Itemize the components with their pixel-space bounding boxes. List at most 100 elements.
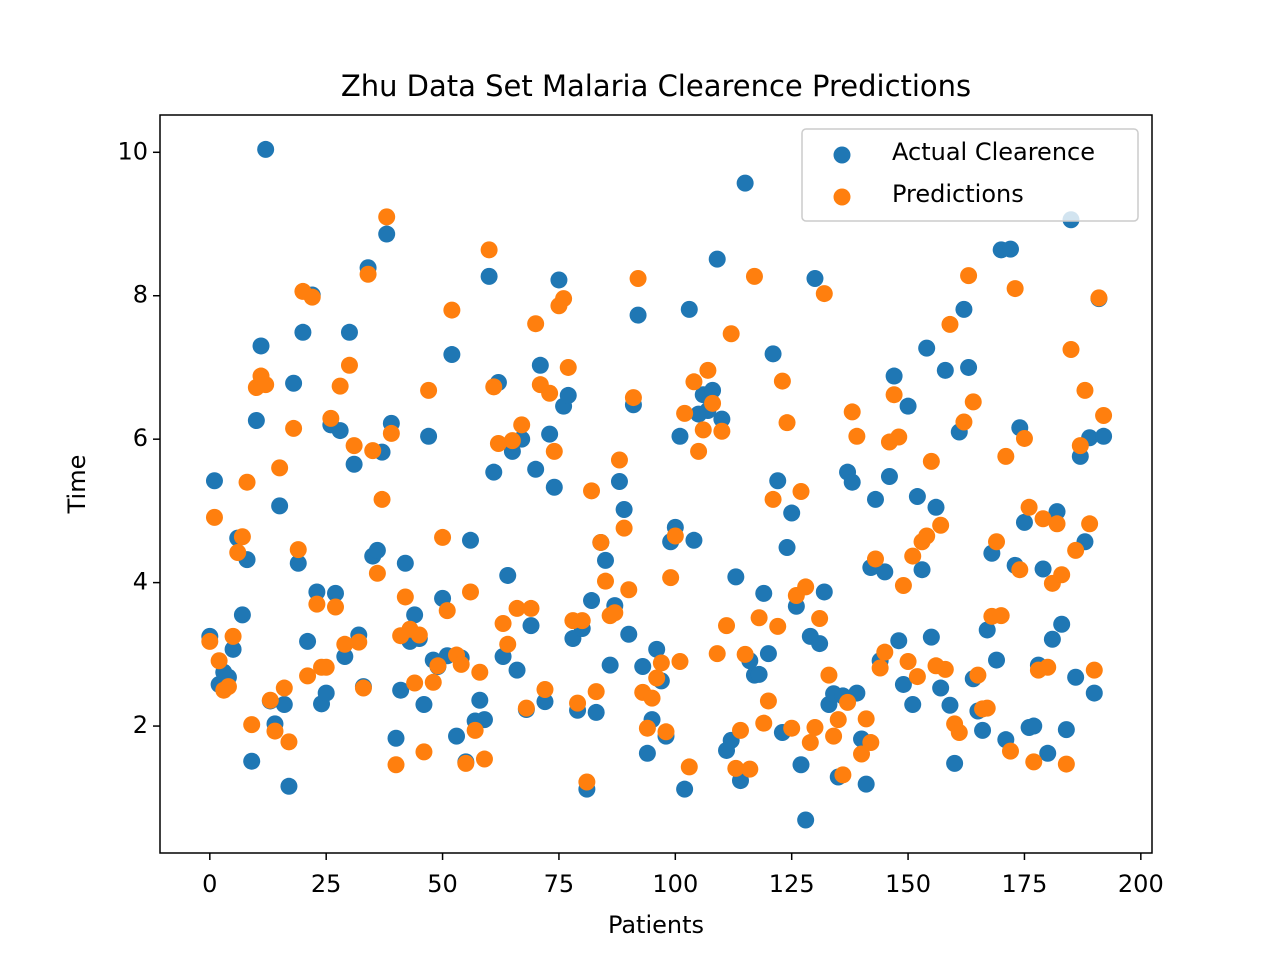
data-point xyxy=(410,626,428,644)
data-point xyxy=(550,271,568,289)
data-point xyxy=(317,658,335,676)
data-point xyxy=(620,581,638,599)
data-point xyxy=(499,635,517,653)
data-point xyxy=(1034,510,1052,528)
x-tick-label: 75 xyxy=(544,870,575,898)
data-point xyxy=(694,421,712,439)
data-point xyxy=(857,775,875,793)
data-point xyxy=(396,554,414,572)
data-point xyxy=(792,483,810,501)
data-point xyxy=(941,315,959,333)
data-point xyxy=(210,652,228,670)
data-point xyxy=(1053,615,1071,633)
data-point xyxy=(573,612,591,630)
data-point xyxy=(569,694,587,712)
data-point xyxy=(759,692,777,710)
data-point xyxy=(736,174,754,192)
data-point xyxy=(997,447,1015,465)
data-point xyxy=(1015,429,1033,447)
x-tick-label: 125 xyxy=(769,870,815,898)
data-point xyxy=(513,416,531,434)
data-point xyxy=(610,451,628,469)
data-point xyxy=(415,696,433,714)
data-point xyxy=(764,490,782,508)
y-tick-label: 4 xyxy=(133,568,148,596)
data-point xyxy=(326,598,344,616)
data-point xyxy=(271,497,289,515)
data-point xyxy=(336,635,354,653)
data-point xyxy=(536,680,554,698)
data-point xyxy=(583,482,601,500)
data-point xyxy=(885,367,903,385)
data-point xyxy=(382,424,400,442)
data-point xyxy=(876,563,894,581)
data-point xyxy=(704,394,722,412)
data-point xyxy=(224,640,242,658)
data-point xyxy=(303,288,321,306)
x-axis-label: Patients xyxy=(608,911,704,939)
data-point xyxy=(866,490,884,508)
data-point xyxy=(936,660,954,678)
data-point xyxy=(1043,630,1061,648)
data-point xyxy=(680,300,698,318)
x-tick-label: 50 xyxy=(427,870,458,898)
data-point xyxy=(736,645,754,663)
data-point xyxy=(815,583,833,601)
data-point xyxy=(601,656,619,674)
data-point xyxy=(517,699,535,717)
data-point xyxy=(755,714,773,732)
data-point xyxy=(1053,566,1071,584)
data-point xyxy=(257,140,275,158)
data-point xyxy=(1048,515,1066,533)
data-point xyxy=(1071,437,1089,455)
data-point xyxy=(368,564,386,582)
data-point xyxy=(378,225,396,243)
data-point xyxy=(452,655,470,673)
data-point xyxy=(243,716,261,734)
data-point xyxy=(429,657,447,675)
data-point xyxy=(783,719,801,737)
data-point xyxy=(480,267,498,285)
data-point xyxy=(801,734,819,752)
data-point xyxy=(825,727,843,745)
data-point xyxy=(713,410,731,428)
data-point xyxy=(615,500,633,518)
data-point xyxy=(927,498,945,516)
data-point xyxy=(420,381,438,399)
data-point xyxy=(252,337,270,355)
data-point xyxy=(461,531,479,549)
data-point xyxy=(606,604,624,622)
data-point xyxy=(666,527,684,545)
data-point xyxy=(387,729,405,747)
x-tick-label: 175 xyxy=(1002,870,1048,898)
data-point xyxy=(932,516,950,534)
data-point xyxy=(727,759,745,777)
data-point xyxy=(1095,407,1113,425)
data-point xyxy=(368,541,386,559)
data-point xyxy=(1011,561,1029,579)
data-point xyxy=(596,572,614,590)
data-point xyxy=(648,669,666,687)
data-point xyxy=(741,760,759,778)
data-point xyxy=(857,710,875,728)
data-point xyxy=(1067,668,1085,686)
legend-marker xyxy=(833,146,851,164)
data-point xyxy=(750,609,768,627)
data-point xyxy=(853,745,871,763)
data-point xyxy=(275,679,293,697)
data-point xyxy=(229,543,247,561)
data-point xyxy=(759,645,777,663)
y-tick-label: 10 xyxy=(117,137,148,165)
data-point xyxy=(485,378,503,396)
data-point xyxy=(1020,498,1038,516)
data-point xyxy=(731,721,749,739)
data-point xyxy=(233,528,251,546)
x-tick-label: 200 xyxy=(1118,870,1164,898)
data-point xyxy=(205,508,223,526)
data-point xyxy=(1001,742,1019,760)
data-point xyxy=(960,267,978,285)
data-point xyxy=(662,569,680,587)
data-point xyxy=(345,437,363,455)
data-point xyxy=(806,270,824,288)
data-point xyxy=(527,460,545,478)
